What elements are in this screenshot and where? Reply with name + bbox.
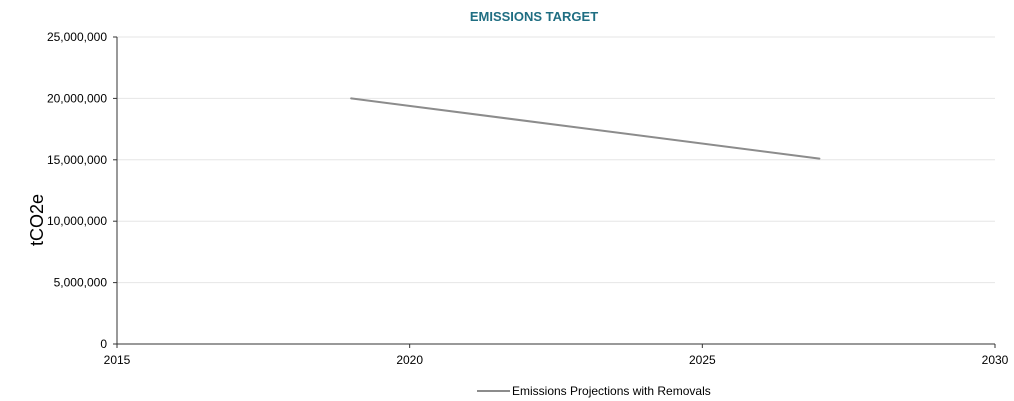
y-tick-label-0: 0 (100, 337, 107, 351)
y-tick-label-1: 5,000,000 (54, 276, 108, 290)
series-line-0 (351, 97, 820, 160)
x-axis-tick-labels: 2015 2020 2025 2030 (104, 353, 1009, 367)
series-lines (350, 97, 821, 160)
x-tick-label-1: 2020 (396, 353, 423, 367)
data-point-0-1 (818, 157, 821, 160)
x-tick-label-2: 2025 (689, 353, 716, 367)
legend: Emissions Projections with Removals (477, 384, 711, 398)
y-tick-label-3: 15,000,000 (47, 153, 107, 167)
chart-title: EMISSIONS TARGET (470, 9, 598, 24)
axes (113, 36, 996, 348)
y-axis-label: tCO2e (27, 194, 47, 246)
x-tick-label-0: 2015 (104, 353, 131, 367)
legend-label-0: Emissions Projections with Removals (512, 384, 711, 398)
x-tick-label-3: 2030 (982, 353, 1009, 367)
y-axis-tick-labels: 0 5,000,000 10,000,000 15,000,000 20,000,000… (47, 30, 107, 351)
data-point-0-0 (350, 97, 353, 100)
y-tick-label-2: 10,000,000 (47, 214, 107, 228)
y-tick-label-4: 20,000,000 (47, 91, 107, 105)
gridlines (117, 36, 995, 284)
y-tick-label-5: 25,000,000 (47, 30, 107, 44)
